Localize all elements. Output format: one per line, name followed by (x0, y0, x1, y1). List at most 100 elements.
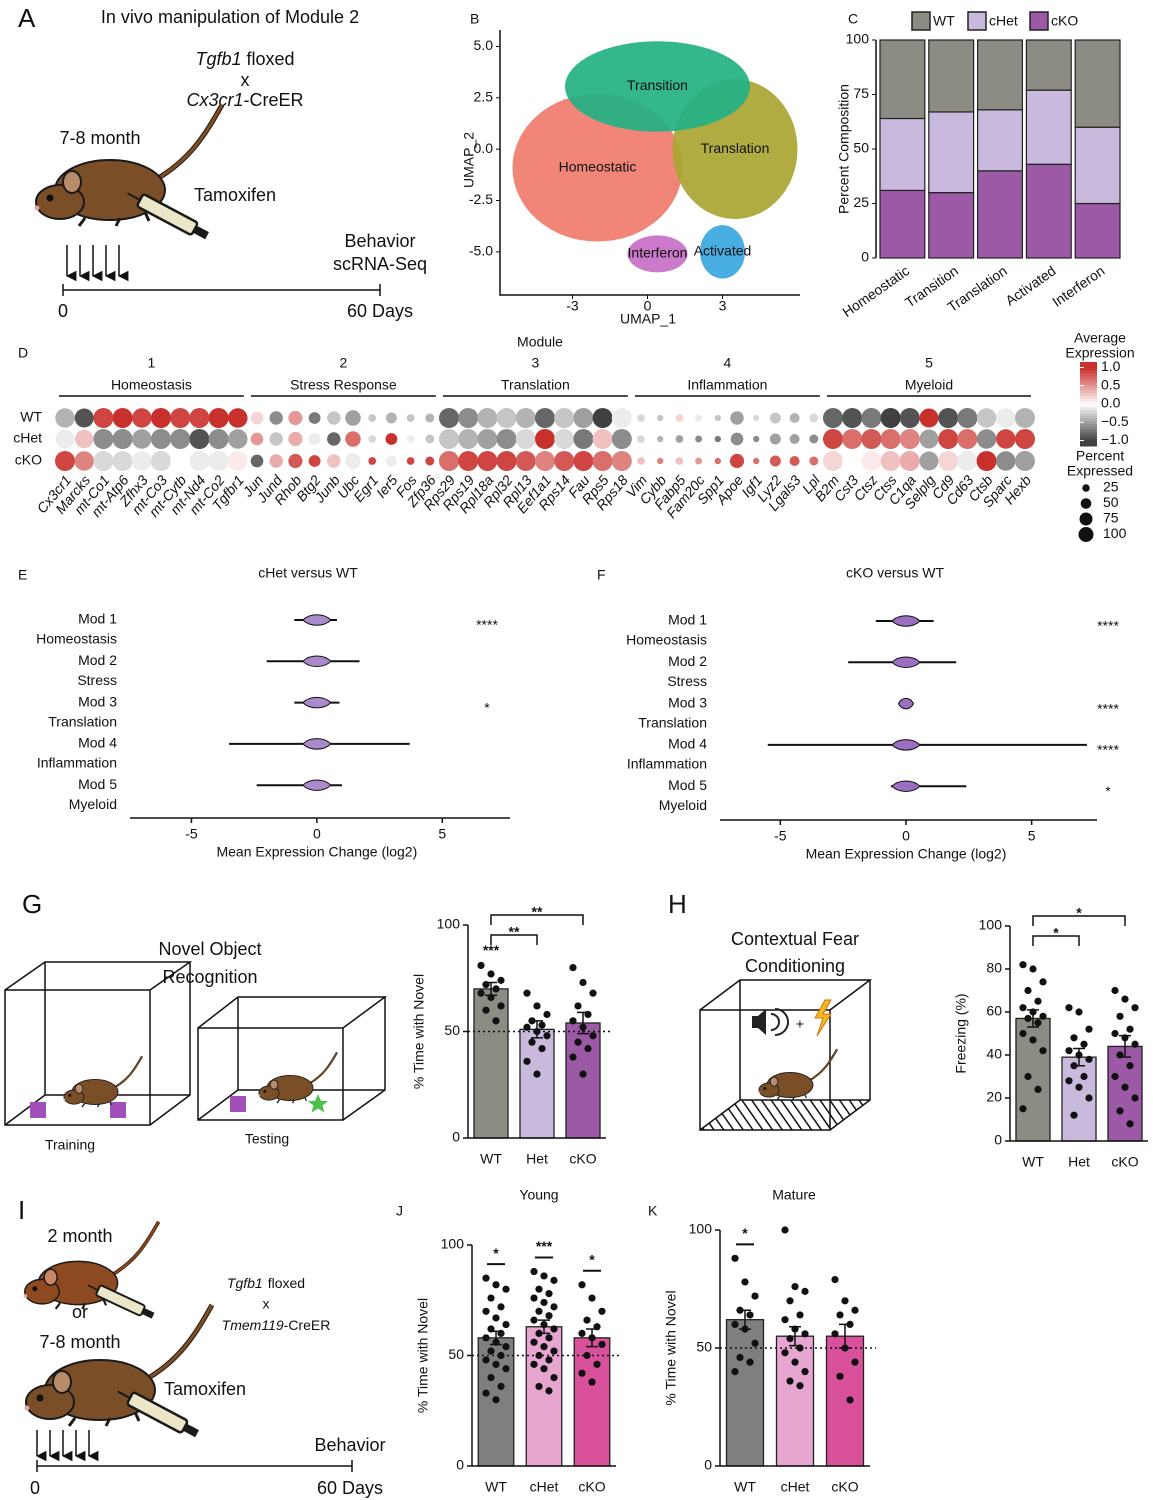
dot (592, 429, 613, 449)
category-name: Homeostasis (626, 632, 707, 648)
dot (899, 429, 920, 449)
data-point (550, 1276, 558, 1284)
panel-letter: J (396, 1203, 403, 1219)
data-point (801, 1330, 809, 1338)
cluster-label: Homeostatic (559, 158, 637, 174)
data-point (583, 1316, 591, 1324)
significance: **** (1097, 618, 1119, 634)
bar-segment (928, 111, 975, 194)
error-bar (531, 1020, 543, 1039)
data-point (550, 1325, 558, 1333)
genotype: Tgfb1 floxed (195, 49, 294, 69)
dot (554, 429, 575, 449)
data-point (487, 1294, 495, 1302)
error-bar (839, 1323, 851, 1349)
data-point (523, 1023, 531, 1031)
dot (675, 457, 684, 465)
gene: Tgfb1 (195, 49, 241, 69)
bar-segment (928, 39, 975, 113)
panel-letter: I (18, 1195, 25, 1225)
x-tick-label: cKO (831, 1479, 858, 1495)
dot (592, 408, 613, 428)
legend-label: WT (933, 13, 955, 29)
mouse-icon (25, 1305, 213, 1426)
data-point (1080, 1040, 1088, 1048)
driver: Cx3cr1-CreER (186, 90, 303, 110)
data-point (589, 989, 597, 997)
size-legend-dot (1079, 512, 1093, 526)
category-label: Mod 2 (668, 653, 707, 669)
plus-sign: + (796, 1016, 804, 1032)
data-point (598, 1307, 606, 1315)
injection-arrows (35, 1430, 99, 1462)
y-tick-label: 100 (689, 1221, 713, 1237)
x-tick-label: cHet (781, 1479, 810, 1495)
x-tick-label: -3 (566, 298, 579, 314)
cluster (627, 235, 688, 273)
dot (458, 429, 479, 449)
colorbar-step (1080, 437, 1097, 441)
colorbar-step (1080, 387, 1097, 391)
data-point (593, 1360, 601, 1368)
data-point (1070, 1111, 1078, 1119)
dot (170, 429, 191, 449)
significance: **** (476, 617, 498, 633)
bar-segment (976, 109, 1023, 172)
colorbar-step (1080, 426, 1097, 430)
data-point (1039, 1012, 1047, 1020)
dot (345, 410, 361, 426)
data-point (1111, 1072, 1119, 1081)
dot (368, 457, 377, 465)
data-point (550, 1374, 558, 1382)
dot (132, 451, 152, 471)
gene-suffix: floxed (246, 49, 294, 69)
data-point (482, 1334, 490, 1342)
dot (842, 408, 863, 428)
dot (976, 451, 997, 471)
data-point (1131, 1040, 1139, 1048)
data-point (502, 1320, 510, 1329)
data-point (841, 1297, 849, 1305)
colorbar-label: 1.0 (1101, 358, 1121, 374)
category-label: Mod 4 (78, 735, 117, 751)
data-point (1085, 1094, 1093, 1102)
driver-suffix: -CreER (244, 90, 304, 110)
dot (112, 408, 133, 428)
data-point (1111, 1029, 1119, 1038)
dot (938, 429, 959, 449)
phase-label: Testing (245, 1131, 289, 1147)
data-point (545, 1334, 553, 1342)
dot (957, 451, 978, 471)
colorbar-step (1080, 420, 1097, 425)
axis-line (499, 30, 800, 296)
colorbar-label: −1.0 (1101, 431, 1129, 447)
arena-box (197, 996, 388, 1121)
error-bar (577, 1011, 589, 1035)
dot (611, 451, 632, 471)
violin-body (891, 656, 921, 669)
data-point (530, 1294, 538, 1302)
dot (496, 408, 517, 428)
timeline-end: 60 Days (317, 1478, 383, 1498)
category-name: Inflammation (627, 756, 707, 772)
size-legend-dot (1080, 498, 1092, 509)
data-point (538, 1021, 546, 1029)
or-label: or (72, 1302, 88, 1322)
dot (55, 451, 75, 471)
data-point (796, 1382, 804, 1390)
comparison-bracket (1032, 935, 1080, 946)
colorbar-step (1080, 370, 1097, 374)
significance: *** (483, 942, 500, 958)
chart-title: cKO versus WT (846, 565, 944, 581)
data-point (583, 1351, 591, 1360)
category-name: Homeostasis (36, 631, 117, 647)
data-point (545, 1387, 553, 1395)
dot (611, 429, 632, 449)
colorbar-step (1080, 406, 1097, 411)
comparison-bracket (490, 914, 584, 925)
dot (637, 414, 645, 422)
phase-label: Training (45, 1137, 95, 1153)
size-legend-dot (1082, 484, 1090, 492)
data-point (831, 1275, 839, 1284)
error-bar (789, 1326, 801, 1347)
